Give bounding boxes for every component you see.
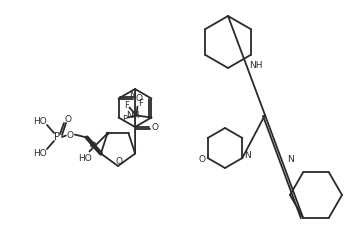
Text: O: O <box>65 115 71 124</box>
Text: F: F <box>122 115 127 124</box>
Text: O: O <box>66 131 73 140</box>
Text: N: N <box>244 150 251 160</box>
Text: F: F <box>124 101 129 110</box>
Text: N: N <box>288 155 294 164</box>
Text: O: O <box>135 94 142 103</box>
Text: O: O <box>116 158 122 167</box>
Text: O: O <box>198 154 205 164</box>
Text: N: N <box>130 90 136 100</box>
Text: HO: HO <box>33 148 47 158</box>
Text: P: P <box>54 132 60 142</box>
Text: HO: HO <box>79 154 92 163</box>
Text: F: F <box>138 99 143 108</box>
Text: NH: NH <box>249 61 262 70</box>
Text: NH: NH <box>127 111 140 120</box>
Text: O: O <box>152 122 158 132</box>
Text: HO: HO <box>33 116 47 125</box>
